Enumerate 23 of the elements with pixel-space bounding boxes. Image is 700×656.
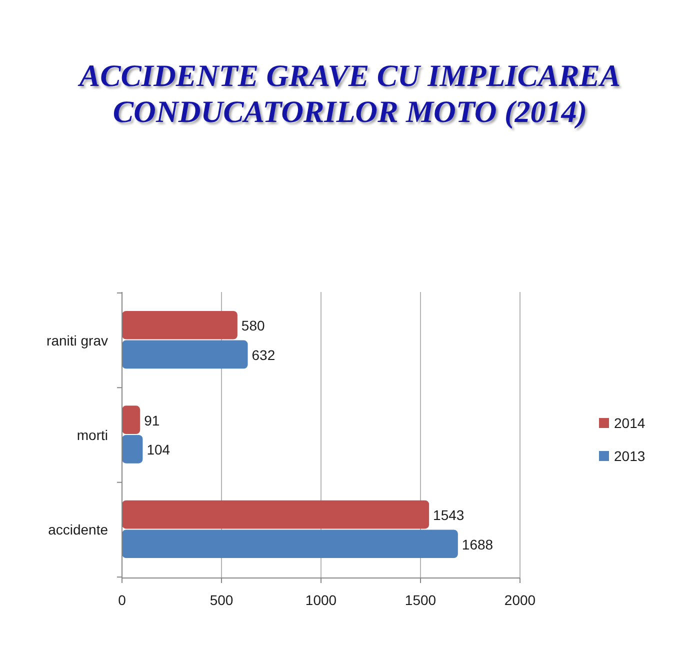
bar (122, 310, 238, 340)
x-tick-label: 1500 (404, 592, 436, 608)
x-tick-label: 2000 (504, 592, 536, 608)
data-label: 1543 (433, 507, 464, 524)
x-tick-label: 0 (118, 592, 126, 608)
legend-label: 2014 (614, 415, 646, 431)
bar (122, 406, 140, 434)
bar (122, 500, 430, 529)
data-label: 91 (144, 412, 160, 428)
bar (122, 435, 143, 464)
bar (122, 530, 458, 558)
y-tick-label: raniti grav (46, 332, 108, 348)
x-tick-label: 500 (210, 592, 234, 608)
chart-title: ACCIDENTE GRAVE CU IMPLICAREA CONDUCATORILOR MOTO (2014) (77, 58, 621, 129)
data-label: 632 (252, 346, 276, 363)
data-label: 1688 (462, 536, 494, 552)
data-label: 580 (241, 318, 265, 334)
y-tick-label: accidente (48, 522, 108, 538)
legend-label: 2013 (614, 448, 646, 464)
bar (122, 340, 248, 369)
y-tick-label: morti (76, 427, 108, 443)
x-tick-label: 1000 (305, 592, 337, 608)
data-label: 104 (146, 442, 170, 458)
